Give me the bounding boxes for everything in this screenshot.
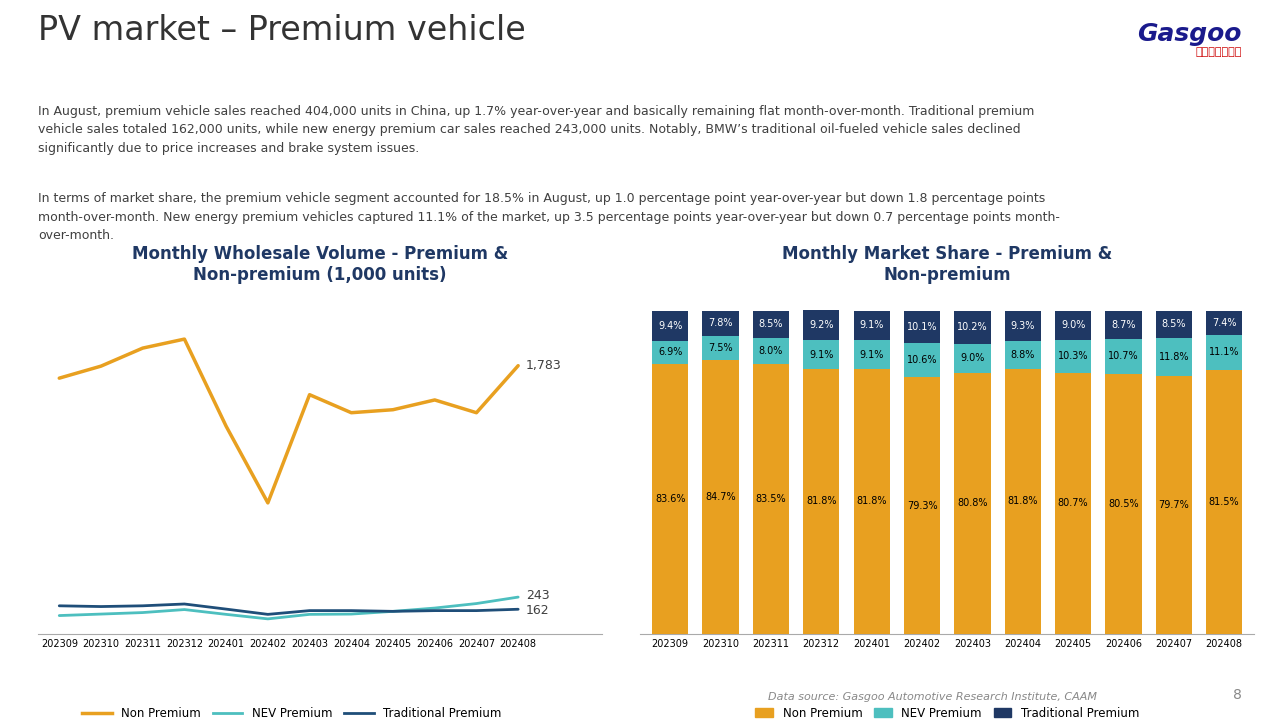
Bar	[955, 310, 991, 343]
Bar	[1206, 310, 1243, 335]
Bar	[904, 343, 940, 377]
Bar	[652, 311, 689, 341]
Bar	[652, 364, 689, 634]
Text: 8.7%: 8.7%	[1111, 320, 1135, 330]
Bar	[753, 364, 788, 634]
Bar	[854, 369, 890, 634]
Bar	[803, 369, 840, 634]
Bar	[1156, 338, 1192, 376]
Text: 79.7%: 79.7%	[1158, 500, 1189, 510]
Text: 7.5%: 7.5%	[708, 343, 733, 353]
Text: In August, premium vehicle sales reached 404,000 units in China, up 1.7% year-ov: In August, premium vehicle sales reached…	[38, 104, 1034, 155]
Bar	[955, 343, 991, 373]
Text: 83.6%: 83.6%	[655, 494, 686, 503]
Bar	[1206, 370, 1243, 634]
Bar	[1005, 341, 1041, 369]
Text: 9.1%: 9.1%	[809, 350, 833, 360]
Text: 9.0%: 9.0%	[1061, 320, 1085, 330]
Bar	[1106, 339, 1142, 374]
Text: 80.8%: 80.8%	[957, 498, 988, 508]
Text: 10.7%: 10.7%	[1108, 351, 1139, 361]
Bar	[1156, 376, 1192, 634]
Text: 1,783: 1,783	[526, 359, 562, 372]
Text: 80.5%: 80.5%	[1108, 498, 1139, 508]
Text: 81.8%: 81.8%	[1007, 497, 1038, 506]
Text: 162: 162	[526, 604, 549, 617]
Text: 79.3%: 79.3%	[906, 500, 937, 510]
Text: 9.0%: 9.0%	[960, 353, 984, 363]
Text: 7.4%: 7.4%	[1212, 318, 1236, 328]
Bar	[1055, 373, 1092, 634]
Text: 83.5%: 83.5%	[755, 494, 786, 504]
Bar	[703, 360, 739, 634]
Text: 7.8%: 7.8%	[708, 318, 733, 328]
Title: Monthly Wholesale Volume - Premium &
Non-premium (1,000 units): Monthly Wholesale Volume - Premium & Non…	[132, 245, 508, 284]
Text: 243: 243	[526, 589, 549, 602]
Text: 10.3%: 10.3%	[1057, 351, 1088, 361]
Bar	[753, 310, 788, 338]
Bar	[803, 340, 840, 369]
Bar	[703, 310, 739, 336]
Text: 6.9%: 6.9%	[658, 348, 682, 357]
Legend: Non Premium, NEV Premium, Traditional Premium: Non Premium, NEV Premium, Traditional Pr…	[78, 702, 506, 720]
Bar	[1106, 311, 1142, 339]
Bar	[652, 341, 689, 364]
Text: 8.5%: 8.5%	[1161, 320, 1187, 329]
Bar	[904, 310, 940, 343]
Bar	[1206, 335, 1243, 370]
Bar	[854, 340, 890, 369]
Text: Gasgoo: Gasgoo	[1137, 22, 1242, 45]
Bar	[753, 338, 788, 364]
Title: Monthly Market Share - Premium &
Non-premium: Monthly Market Share - Premium & Non-pre…	[782, 245, 1112, 284]
Bar	[1106, 374, 1142, 634]
Text: 10.2%: 10.2%	[957, 322, 988, 332]
Bar	[955, 373, 991, 634]
Bar	[1005, 369, 1041, 634]
Text: 9.4%: 9.4%	[658, 321, 682, 331]
Text: 80.7%: 80.7%	[1057, 498, 1088, 508]
Bar	[703, 336, 739, 360]
Text: 盖世汽车研究院: 盖世汽车研究院	[1196, 47, 1242, 57]
Text: 9.3%: 9.3%	[1010, 321, 1036, 331]
Text: 8.5%: 8.5%	[759, 320, 783, 329]
Text: 11.8%: 11.8%	[1158, 352, 1189, 362]
Text: Data source: Gasgoo Automotive Research Institute, CAAM: Data source: Gasgoo Automotive Research …	[768, 692, 1097, 702]
Text: PV market – Premium vehicle: PV market – Premium vehicle	[38, 14, 526, 48]
Text: 8.0%: 8.0%	[759, 346, 783, 356]
Text: 8.8%: 8.8%	[1010, 350, 1036, 360]
Text: 8: 8	[1233, 688, 1242, 702]
Bar	[1156, 310, 1192, 338]
Text: 81.8%: 81.8%	[856, 497, 887, 506]
Bar	[904, 377, 940, 634]
Text: 9.1%: 9.1%	[859, 350, 884, 360]
Text: 9.2%: 9.2%	[809, 320, 833, 330]
Bar	[1005, 311, 1041, 341]
Text: In terms of market share, the premium vehicle segment accounted for 18.5% in Aug: In terms of market share, the premium ve…	[38, 192, 1060, 242]
Legend: Non Premium, NEV Premium, Traditional Premium: Non Premium, NEV Premium, Traditional Pr…	[750, 702, 1144, 720]
Text: 11.1%: 11.1%	[1208, 348, 1239, 357]
Bar	[854, 310, 890, 340]
Text: 81.8%: 81.8%	[806, 497, 837, 506]
Text: 81.5%: 81.5%	[1208, 497, 1239, 507]
Bar	[1055, 310, 1092, 340]
Bar	[1055, 340, 1092, 373]
Bar	[803, 310, 840, 340]
Text: 10.1%: 10.1%	[906, 322, 937, 332]
Text: 84.7%: 84.7%	[705, 492, 736, 502]
Text: 10.6%: 10.6%	[906, 356, 937, 365]
Text: 9.1%: 9.1%	[859, 320, 884, 330]
